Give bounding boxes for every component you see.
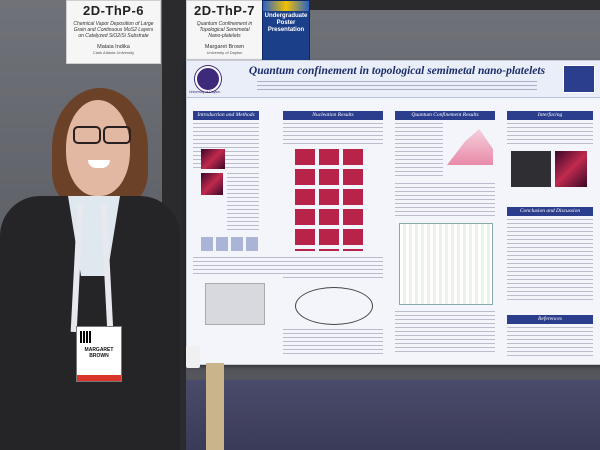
award-line-1: Undergraduate bbox=[264, 13, 308, 19]
spectrum-plot bbox=[447, 129, 493, 165]
glasses-left-lens bbox=[73, 126, 101, 144]
badge-last-name: BROWN bbox=[89, 353, 109, 359]
sign-title: Quantum Confinement in Topological Semim… bbox=[196, 21, 253, 39]
glasses-right-lens bbox=[103, 126, 131, 144]
orbital-diagrams bbox=[201, 237, 259, 251]
nucleation-text-2 bbox=[283, 329, 383, 355]
university-logo-text: University of Dayton bbox=[189, 90, 221, 94]
section-references-header: References bbox=[507, 315, 593, 324]
research-poster: University of Dayton Quantum confinement… bbox=[186, 60, 600, 365]
section-intro-header: Introduction and Methods bbox=[193, 111, 259, 120]
microscope-image bbox=[511, 151, 551, 187]
badge-red-stripe bbox=[77, 375, 121, 381]
nucleation-text bbox=[283, 123, 383, 145]
sign-code: 2D-ThP-6 bbox=[82, 3, 145, 18]
undergraduate-award-sign: Undergraduate Poster Presentation bbox=[262, 0, 310, 64]
sign-2d-thp-7: 2D-ThP-7 Quantum Confinement in Topologi… bbox=[186, 0, 263, 60]
orbital-ring-diagram bbox=[295, 287, 373, 325]
interface-map bbox=[555, 151, 587, 187]
poster-title-bar: University of Dayton Quantum confinement… bbox=[187, 61, 600, 98]
methods-text bbox=[193, 257, 283, 277]
easel-top-bar bbox=[162, 0, 600, 10]
award-ribbon-graphic bbox=[263, 1, 309, 11]
intro-text-2 bbox=[227, 173, 259, 233]
sign-affiliation: University of Dayton bbox=[206, 50, 243, 55]
sign-affiliation: Clark Atlanta University bbox=[92, 50, 135, 55]
poster-clip bbox=[186, 346, 200, 368]
sign-code: 2D-ThP-7 bbox=[193, 3, 256, 18]
section-nucleation-header: Nucleation Results bbox=[283, 111, 383, 120]
badge-first-name: MARGARET bbox=[84, 347, 114, 353]
nucleation-caption bbox=[283, 257, 383, 279]
nucleation-grid-gaps bbox=[295, 149, 365, 251]
award-line-2: Poster Presentation bbox=[267, 20, 305, 33]
crystal-image bbox=[201, 149, 225, 169]
poster-authors bbox=[257, 81, 537, 93]
quantum-text-2 bbox=[395, 183, 495, 219]
university-logo-icon bbox=[195, 66, 221, 92]
references-text bbox=[507, 327, 593, 357]
easel-leg bbox=[206, 363, 224, 450]
apparatus-photo bbox=[205, 283, 265, 325]
section-interfacing-header: Interfacing bbox=[507, 111, 593, 120]
presenter-smile bbox=[88, 160, 110, 168]
sign-title: Chemical Vapor Deposition of Large Grain… bbox=[73, 21, 154, 39]
anniversary-logo-icon bbox=[563, 65, 595, 93]
sign-2d-thp-6: 2D-ThP-6 Chemical Vapor Deposition of La… bbox=[66, 0, 161, 64]
section-quantum-header: Quantum Confinement Results bbox=[395, 111, 495, 120]
quantum-caption bbox=[395, 311, 495, 355]
sign-author: Mataia Indika bbox=[97, 44, 130, 50]
sample-image bbox=[201, 173, 223, 195]
conclusion-text bbox=[507, 219, 593, 303]
qr-code-icon bbox=[80, 331, 92, 343]
sign-author: Margaret Brown bbox=[204, 44, 245, 50]
poster-title: Quantum confinement in topological semim… bbox=[248, 65, 546, 77]
section-conclusion-header: Conclusion and Discussion bbox=[507, 207, 593, 216]
quantum-text bbox=[395, 123, 443, 179]
name-badge: MARGARET BROWN bbox=[76, 326, 122, 382]
presenter-face bbox=[66, 100, 130, 196]
confinement-plot bbox=[399, 223, 493, 305]
interfacing-text bbox=[507, 123, 593, 147]
